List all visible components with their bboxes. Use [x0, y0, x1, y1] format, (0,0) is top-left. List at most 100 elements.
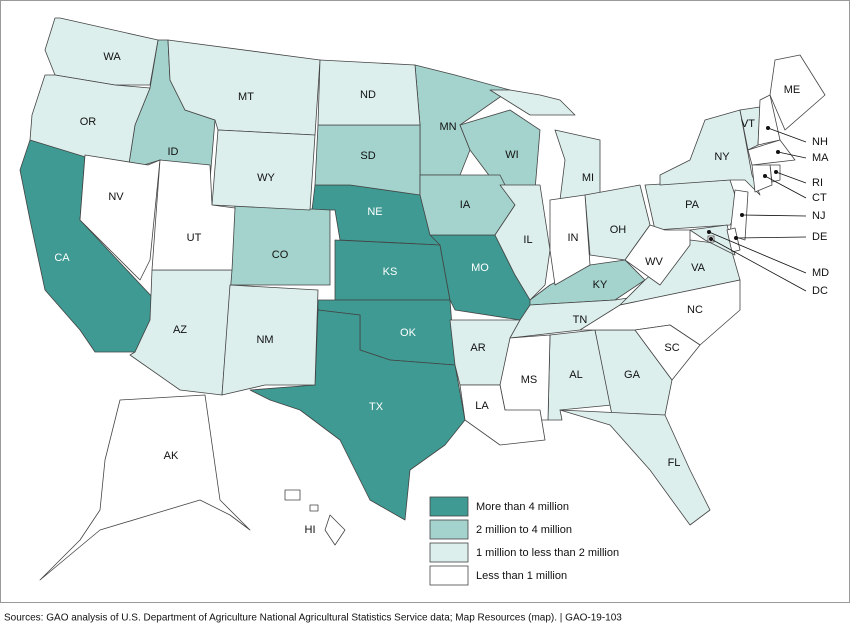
state-label: RI — [812, 177, 823, 189]
state-label: WI — [505, 149, 518, 161]
state-label: MN — [439, 121, 456, 133]
state-label: NM — [256, 334, 273, 346]
state-shape — [634, 324, 701, 381]
leader-line — [708, 231, 807, 274]
state-label: IA — [460, 199, 471, 211]
state-label: AR — [470, 342, 485, 354]
state-shape — [29, 74, 151, 171]
state-label: GA — [624, 369, 641, 381]
state-shape — [747, 139, 796, 166]
leader-line — [764, 175, 807, 199]
state-shape — [44, 17, 159, 86]
state-label: OK — [400, 327, 417, 339]
state-shape — [229, 204, 331, 286]
state-label: VA — [691, 262, 706, 274]
leader-dot — [766, 126, 770, 130]
state-label: NE — [367, 206, 382, 218]
legend-swatch — [429, 542, 469, 563]
state-label: MS — [521, 374, 538, 386]
state-shape — [769, 54, 826, 131]
leader-dot — [774, 170, 778, 174]
leader-dot — [776, 150, 780, 154]
state-label: NY — [714, 151, 730, 163]
leader-dot — [734, 236, 738, 240]
state-label: MT — [238, 91, 254, 103]
legend-swatch — [429, 565, 469, 586]
state-shape — [167, 39, 321, 136]
leader-dot — [707, 230, 711, 234]
state-shape — [39, 394, 251, 581]
state-shape — [751, 164, 773, 193]
state-label: KY — [593, 279, 608, 291]
state-label: MO — [471, 262, 489, 274]
state-label: CA — [54, 252, 70, 264]
state-label: DE — [812, 231, 827, 243]
leader-dot — [709, 237, 713, 241]
state-shape — [211, 129, 316, 211]
state-shape — [494, 184, 551, 301]
state-shape — [249, 309, 466, 521]
state-label: SC — [664, 342, 679, 354]
legend-label: 2 million to 4 million — [476, 524, 572, 536]
state-shape — [221, 284, 319, 396]
state-label: PA — [685, 199, 700, 211]
leader-line — [775, 171, 807, 184]
state-label: DC — [812, 285, 828, 297]
state-label: AK — [164, 450, 179, 462]
state-shape — [284, 489, 301, 501]
state-label: VT — [741, 118, 755, 130]
leader-dot — [740, 213, 744, 217]
state-label: MI — [582, 172, 594, 184]
state-label: MA — [812, 152, 829, 164]
state-label: SD — [360, 150, 375, 162]
state-label: TN — [573, 314, 588, 326]
state-shape — [729, 189, 749, 241]
state-shape — [459, 384, 546, 446]
leader-line — [710, 238, 807, 292]
state-shape — [309, 504, 319, 512]
state-shape — [489, 89, 576, 116]
legend-label: More than 4 million — [476, 501, 569, 513]
state-label: IL — [523, 234, 532, 246]
state-label: FL — [668, 457, 681, 469]
state-shape — [624, 224, 691, 286]
leader-line — [741, 214, 807, 217]
state-label: WA — [103, 51, 121, 63]
state-label: LA — [475, 400, 489, 412]
state-shape — [559, 409, 711, 526]
state-label: IN — [568, 232, 579, 244]
state-label: NC — [687, 304, 703, 316]
state-label: ND — [360, 89, 376, 101]
legend-label: 1 million to less than 2 million — [476, 547, 619, 559]
state-shape — [554, 129, 601, 201]
state-label: AZ — [173, 324, 187, 336]
state-label: TX — [369, 401, 384, 413]
legend-swatch — [429, 496, 469, 517]
state-label: WV — [645, 256, 663, 268]
state-shape — [726, 227, 741, 253]
state-label: NJ — [812, 210, 825, 222]
state-label: OH — [610, 224, 627, 236]
state-label: AL — [569, 369, 582, 381]
state-label: ME — [784, 84, 801, 96]
state-label: NH — [812, 136, 828, 148]
state-label: HI — [305, 524, 316, 536]
state-shape — [317, 59, 421, 126]
leader-line — [777, 151, 807, 159]
state-label: KS — [383, 266, 398, 278]
state-shape — [79, 154, 161, 281]
state-shape — [324, 514, 346, 546]
state-label: UT — [187, 232, 202, 244]
state-label: NV — [108, 191, 124, 203]
state-label: MD — [812, 267, 829, 279]
state-label: CT — [812, 192, 827, 204]
source-note: Sources: GAO analysis of U.S. Department… — [4, 613, 622, 624]
leader-dot — [763, 174, 767, 178]
legend-label: Less than 1 million — [476, 570, 567, 582]
state-shape — [151, 159, 236, 271]
legend-swatch — [429, 519, 469, 540]
state-shape — [549, 194, 591, 286]
leader-line — [735, 236, 807, 239]
state-label: WY — [257, 172, 275, 184]
